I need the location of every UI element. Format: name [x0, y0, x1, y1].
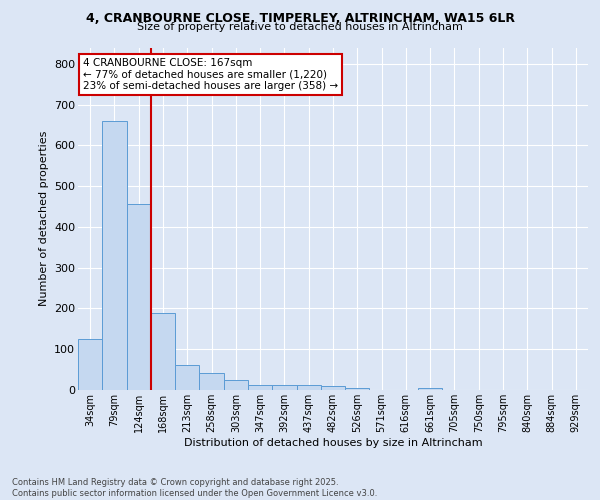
- Y-axis label: Number of detached properties: Number of detached properties: [38, 131, 49, 306]
- Bar: [272, 385, 296, 390]
- Bar: [151, 312, 175, 390]
- Bar: [296, 385, 321, 390]
- Bar: [418, 388, 442, 390]
- Text: Contains HM Land Registry data © Crown copyright and database right 2025.
Contai: Contains HM Land Registry data © Crown c…: [12, 478, 377, 498]
- Bar: [345, 388, 370, 390]
- Bar: [78, 339, 102, 390]
- Bar: [321, 386, 345, 390]
- Text: Size of property relative to detached houses in Altrincham: Size of property relative to detached ho…: [137, 22, 463, 32]
- Text: 4, CRANBOURNE CLOSE, TIMPERLEY, ALTRINCHAM, WA15 6LR: 4, CRANBOURNE CLOSE, TIMPERLEY, ALTRINCH…: [86, 12, 515, 26]
- Bar: [102, 121, 127, 390]
- Bar: [248, 385, 272, 390]
- Bar: [127, 204, 151, 390]
- Text: 4 CRANBOURNE CLOSE: 167sqm
← 77% of detached houses are smaller (1,220)
23% of s: 4 CRANBOURNE CLOSE: 167sqm ← 77% of deta…: [83, 58, 338, 91]
- Bar: [175, 364, 199, 390]
- Bar: [199, 373, 224, 390]
- Bar: [224, 380, 248, 390]
- X-axis label: Distribution of detached houses by size in Altrincham: Distribution of detached houses by size …: [184, 438, 482, 448]
